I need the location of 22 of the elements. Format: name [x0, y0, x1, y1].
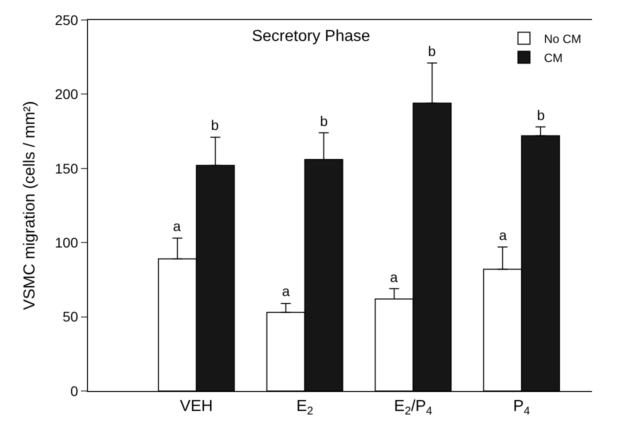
x-tick-label: E$_{2}$	[296, 398, 314, 418]
data-label: a	[499, 227, 507, 243]
y-tick-label: 200	[54, 86, 78, 102]
data-label: b	[320, 113, 328, 129]
y-tick-label: 150	[54, 160, 78, 176]
data-label: b	[428, 43, 436, 59]
y-tick-label: 250	[54, 12, 78, 28]
y-tick-label: 50	[62, 308, 78, 325]
legend-label: No CM	[544, 32, 582, 46]
data-label: a	[173, 218, 181, 234]
y-axis-title: VSMC migration (cells / mm²)	[22, 101, 39, 310]
x-tick-label: P$_{4}$	[513, 398, 530, 418]
data-label: b	[537, 107, 545, 123]
data-label: a	[282, 283, 290, 299]
y-tick-label: 100	[54, 234, 78, 250]
legend-label: CM	[544, 50, 563, 65]
data-label: a	[390, 269, 398, 285]
y-tick-label: 0	[70, 382, 78, 399]
x-tick-label: VEH	[180, 398, 213, 416]
x-tick-label: E$_{2}$/P$_{4}$	[394, 398, 432, 418]
text: Secretory Phase	[252, 28, 370, 46]
data-label: b	[211, 117, 219, 133]
